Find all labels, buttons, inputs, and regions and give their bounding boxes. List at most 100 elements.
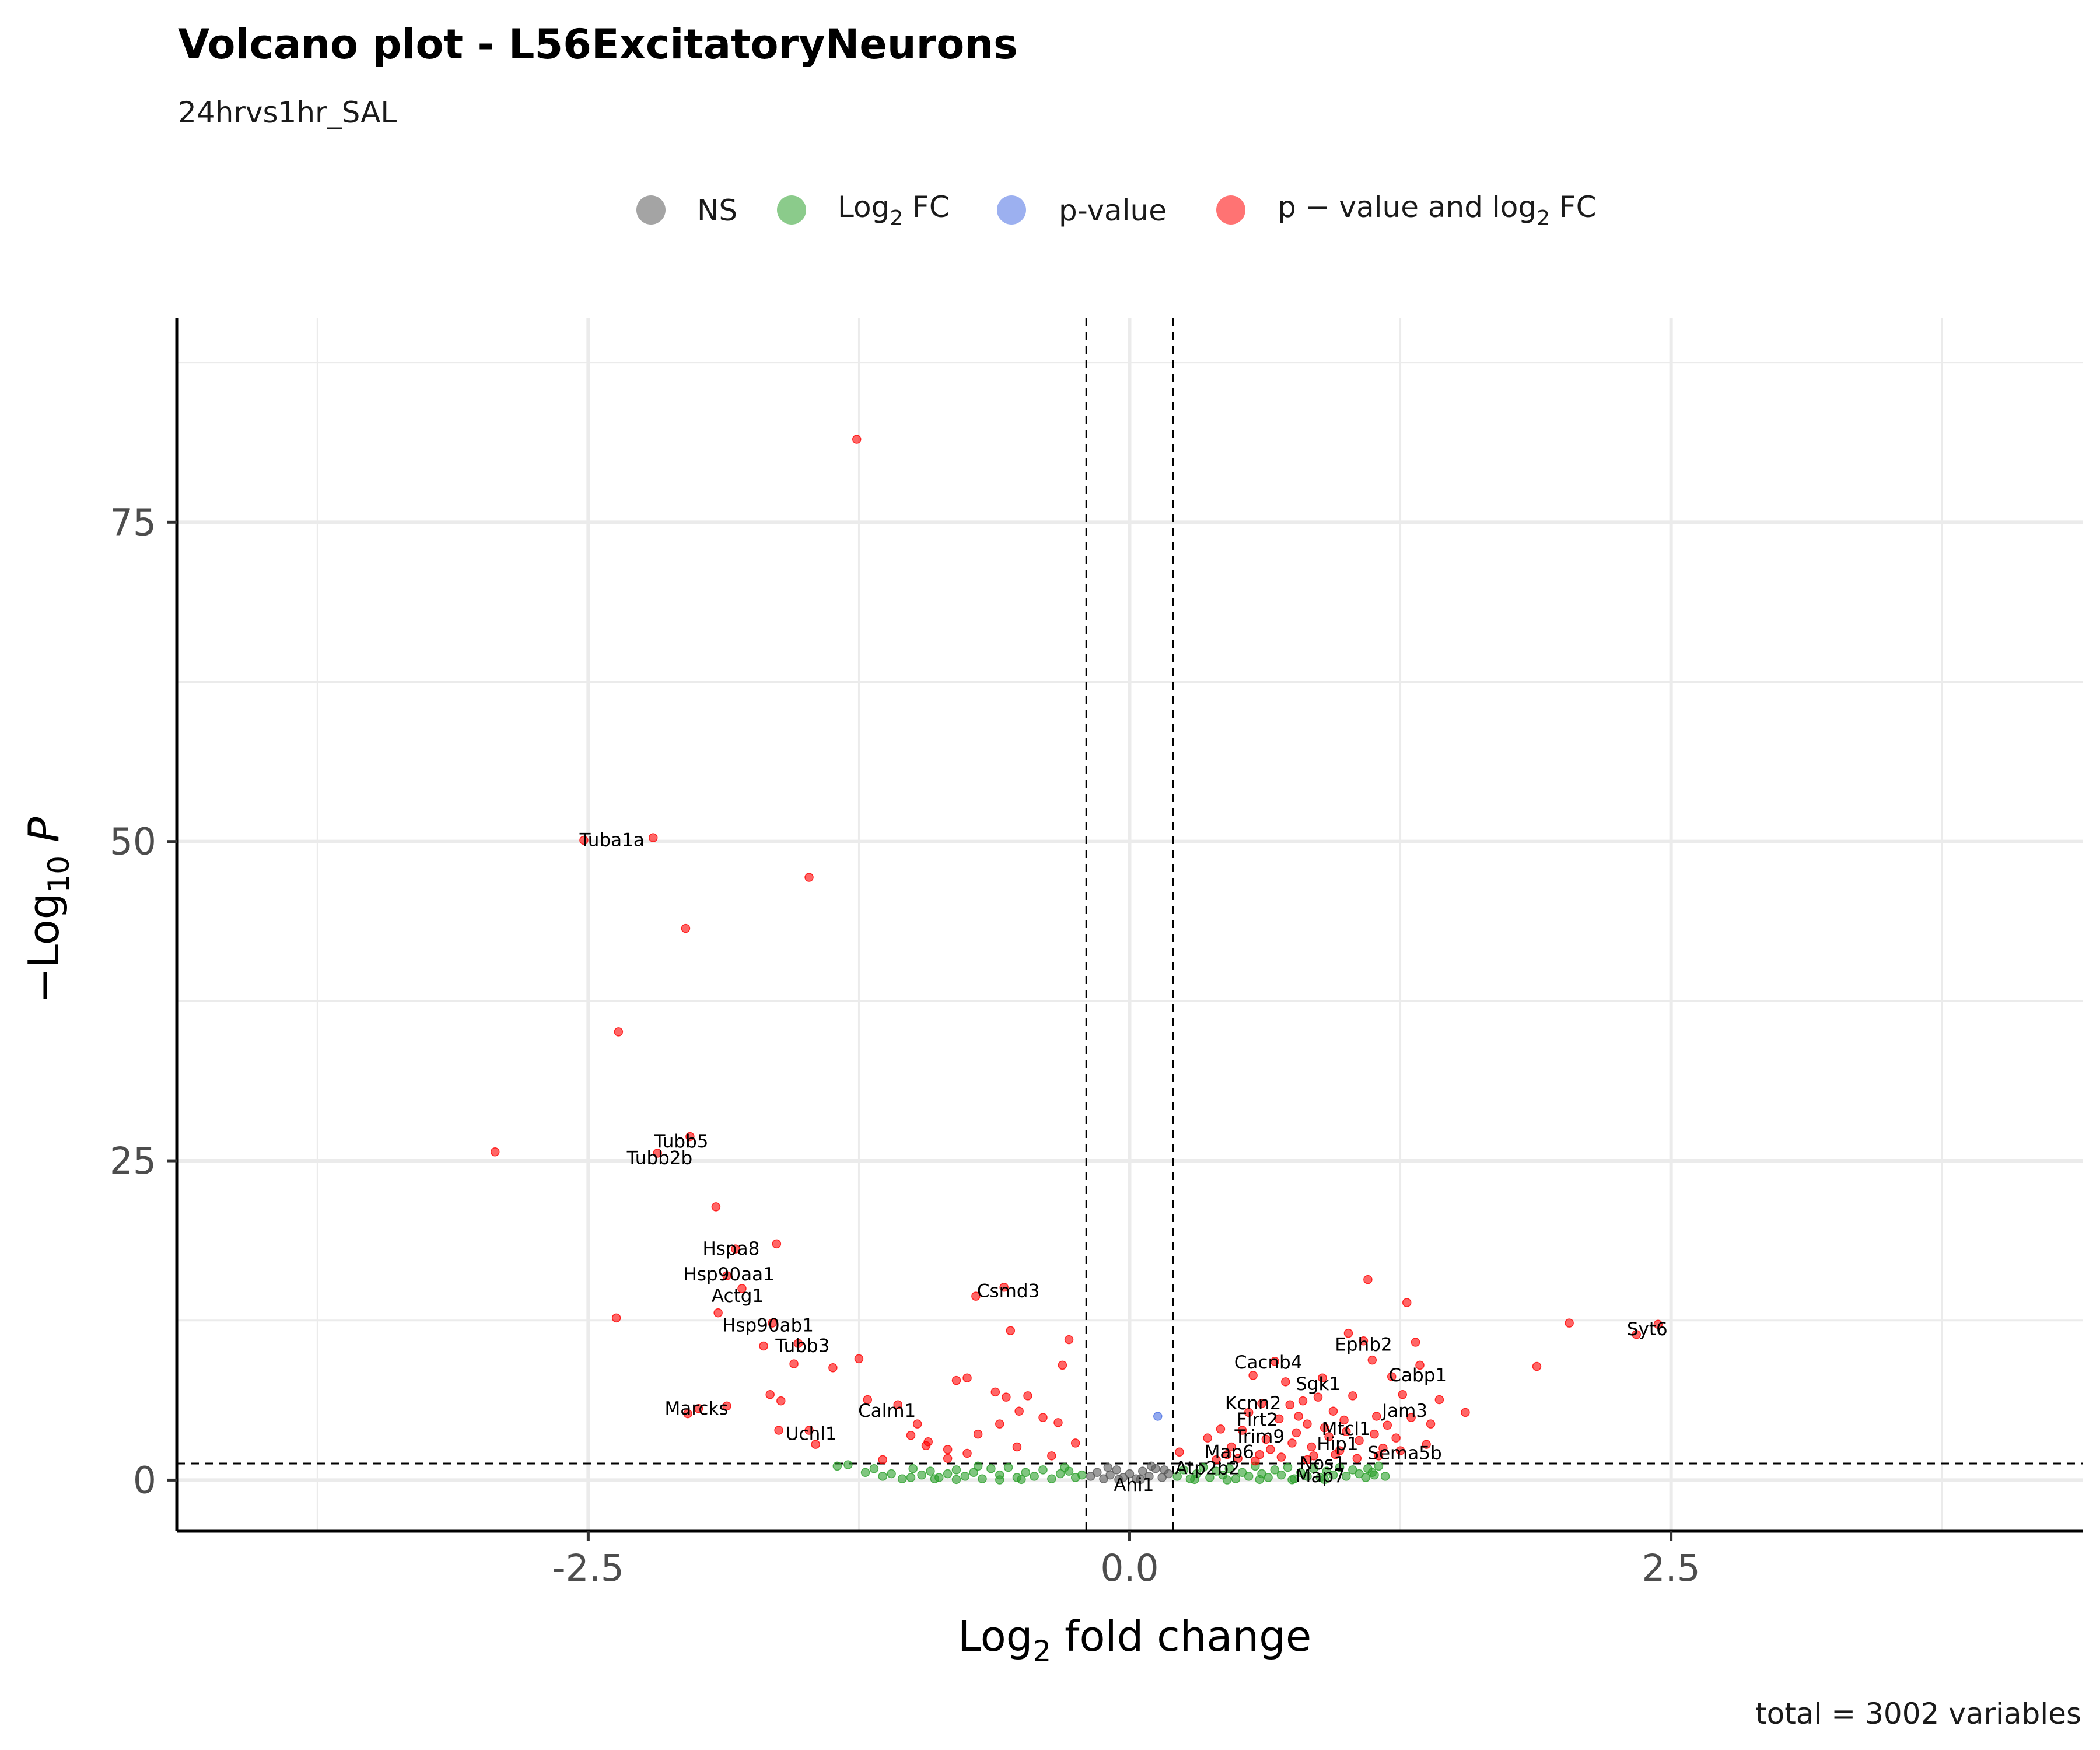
point-fc [1370,1470,1379,1480]
gene-label: Ephb2 [1335,1334,1392,1355]
point-fc-p [774,1426,783,1435]
point-ns [1136,1475,1145,1485]
point-ns [1144,1472,1154,1481]
point-fc [1303,1472,1312,1481]
legend-key-ns [636,195,666,225]
point-fc [1190,1475,1199,1485]
point-fc [860,1468,870,1478]
legend-label-ns: NS [697,194,737,228]
point-fc-p [1461,1408,1470,1418]
point-fc-p [951,1376,961,1385]
point-fc [869,1464,879,1474]
gene-label: Ahi1 [1114,1475,1154,1496]
point-fc [1348,1465,1357,1475]
point-fc-p [1070,1438,1080,1448]
point-ns [1099,1474,1108,1483]
point-fc-p [854,1354,864,1364]
legend-item-pvalue-and-log2fc: p − value and log2 FC [1216,190,1597,230]
point-fc-p [1203,1433,1212,1443]
point-fc-p [711,1202,721,1212]
point-fc-p [863,1395,873,1405]
point-fc-p [1307,1442,1317,1452]
point-fc-p [878,1455,888,1465]
point-fc-p [1023,1391,1032,1401]
legend-label-log2fc: Log2 FC [838,190,950,230]
point-fc-p [971,1292,981,1301]
point-ns [1146,1461,1156,1471]
point-fc-p [1382,1420,1392,1430]
point-fc [1320,1475,1329,1485]
y-tick-label: 75 [110,501,156,544]
point-fc-p [1287,1438,1297,1448]
point-fc [1380,1472,1390,1481]
point-fc-p [1324,1432,1334,1441]
chart-title: Volcano plot - L56ExcitatoryNeurons [178,20,1018,68]
point-fc-p [1002,1392,1011,1402]
point-fc-p [1532,1362,1542,1371]
point-fc-p [1047,1451,1056,1461]
gene-label: Tubb5 [654,1131,709,1152]
point-fc [897,1474,907,1483]
point-fc [1047,1474,1056,1483]
point-fc-p [973,1429,983,1439]
point-fc-p [943,1454,953,1463]
point-fc [1328,1470,1338,1480]
point-fc [1077,1470,1087,1480]
y-tick-label: 0 [133,1459,156,1502]
point-fc-p [1378,1443,1388,1453]
point-fc-p [1014,1406,1024,1416]
point-fc-p [1255,1450,1264,1460]
legend-key-pvalue [997,195,1026,225]
point-fc-p [1292,1428,1301,1438]
gene-label: Csmd3 [977,1280,1040,1301]
point-fc-p [649,833,658,842]
x-tick-label: 0.0 [1100,1547,1158,1590]
point-fc-p [1632,1330,1641,1339]
point-fc-p [579,835,589,845]
point-ns [1086,1472,1096,1481]
gene-label: Marcks [665,1398,729,1419]
point-fc-p [614,1027,624,1037]
point-fc-p [1266,1445,1275,1454]
point-fc-p [923,1437,933,1447]
cutoff-lines [177,318,2082,1531]
point-fc-p [490,1147,500,1157]
point-fc [1361,1473,1370,1482]
point-fc-p [1313,1392,1323,1402]
point-fc [1354,1469,1364,1479]
x-tick-label: -2.5 [552,1547,624,1590]
gene-label: Kcnn2 [1225,1393,1281,1414]
data-points [490,435,1663,1485]
gene-label: Hip1 [1317,1434,1358,1455]
point-fc-p [776,1396,786,1406]
point-fc [943,1469,953,1479]
point-fc [1231,1474,1241,1483]
point-fc [917,1470,926,1480]
point-fc [887,1469,896,1479]
point-fc [1264,1473,1273,1482]
point-fc [1309,1464,1318,1474]
gene-label: Trim9 [1234,1426,1284,1447]
legend-label-pvalue: p-value [1059,194,1167,228]
point-fc-p [1391,1433,1401,1443]
point-fc-p [828,1363,838,1373]
point-fc-p [811,1440,820,1449]
x-tick-label: 2.5 [1642,1547,1700,1590]
gene-label: Flrt2 [1237,1410,1278,1431]
point-fc-p [1222,1450,1232,1460]
point-fc [973,1461,983,1471]
point-fc-p [1348,1391,1357,1401]
point-fc [832,1461,842,1471]
point-fc [1270,1465,1279,1475]
point-fc-p [1285,1400,1294,1409]
y-axis-ticks: 0 25 50 75 [110,501,177,1502]
x-axis-title: Log2 fold change [958,1612,1311,1668]
gene-label: Hsp90aa1 [684,1264,775,1285]
point-ns [1114,1475,1124,1485]
point-fc-p [943,1445,953,1454]
point-fc-p [1248,1371,1258,1380]
point-fc-p [722,1401,732,1411]
point-fc-p [1270,1357,1279,1366]
